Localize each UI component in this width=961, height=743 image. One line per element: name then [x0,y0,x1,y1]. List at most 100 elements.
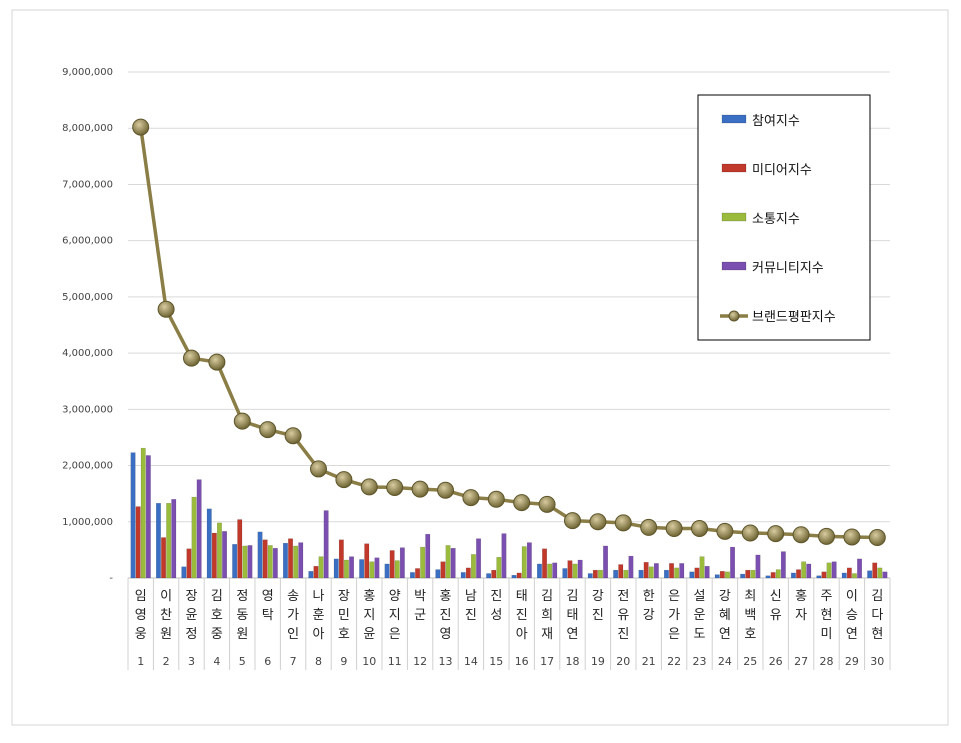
bar [592,569,598,579]
bar [491,569,497,579]
bar [425,533,431,579]
bar [648,566,654,579]
bar [719,571,725,579]
bar [374,557,380,579]
bar [643,562,649,579]
bar [359,559,365,579]
line-marker [208,353,226,371]
bar [699,556,705,579]
bar [806,563,812,579]
bar [740,573,746,579]
bar [653,563,659,579]
rank-label: 5 [239,655,246,668]
bar [750,569,756,579]
line-marker [691,520,708,538]
bar [669,563,674,579]
bar [161,537,167,579]
x-axis: 임 영 웅 1 이 찬 원 2 장 윤 정 3 김 호 중 4 정 동 원 5 영 탁 6 송 가 인 7 나 훈 아 8 장 민 호 9 홍 지 윤 10… [127,577,891,670]
rank-label: 18 [566,655,580,668]
rank-label: 9 [340,655,347,668]
line-marker [386,478,404,496]
bar [562,568,568,579]
bar [140,447,146,579]
bar [262,539,268,579]
legend-swatch [721,261,747,271]
rank-label: 22 [667,655,681,668]
bar [628,555,634,579]
bar [399,547,405,579]
line-marker [487,490,505,508]
legend-label: 미디어지수 [752,163,812,178]
rank-label: 23 [693,655,707,668]
rank-label: 20 [616,655,630,668]
bar [384,563,390,579]
bar [211,532,217,579]
rank-label: 6 [264,655,271,668]
rank-label: 13 [439,655,453,668]
rank-label: 4 [213,655,220,668]
y-axis: - 1,000,000 2,000,000 3,000,000 4,000,000 5,0… [62,67,113,584]
bar [765,575,771,579]
rank-label: 2 [163,655,170,668]
line-marker [310,460,327,478]
legend-label: 소통지수 [752,212,800,227]
bar [674,567,680,579]
y-tick-label: 3,000,000 [62,404,113,415]
line-marker [564,512,581,530]
bar [587,573,593,579]
rank-label: 25 [743,655,757,668]
rank-label: 17 [540,655,554,668]
bar [298,542,304,579]
bar [872,562,878,579]
y-tick-label: 5,000,000 [62,292,113,303]
bar [267,545,273,579]
bar [638,569,644,579]
y-tick-label: 4,000,000 [62,348,113,359]
bar [333,558,339,579]
line-marker [792,526,810,544]
line-series-group [132,118,886,547]
line-marker [335,471,353,489]
bar [714,574,720,579]
bar [389,550,395,579]
bar [770,572,776,579]
bar [603,545,608,579]
bar [288,538,293,579]
bar [547,563,553,579]
y-tick-label: 2,000,000 [62,461,113,472]
rank-label: 1 [137,655,144,668]
bar [796,569,801,579]
bar [846,567,852,579]
bar [476,538,481,579]
bar [206,508,212,579]
bar [155,503,161,579]
line-marker [818,527,835,545]
line-marker [513,494,531,512]
bar [572,563,578,579]
bar [542,548,547,579]
line-marker [716,522,734,540]
bar [323,510,329,579]
bar [689,571,695,579]
legend-label: 참여지수 [752,114,800,129]
bar [283,542,288,579]
bar [775,569,781,579]
bar [272,548,278,579]
line-marker [665,520,683,538]
